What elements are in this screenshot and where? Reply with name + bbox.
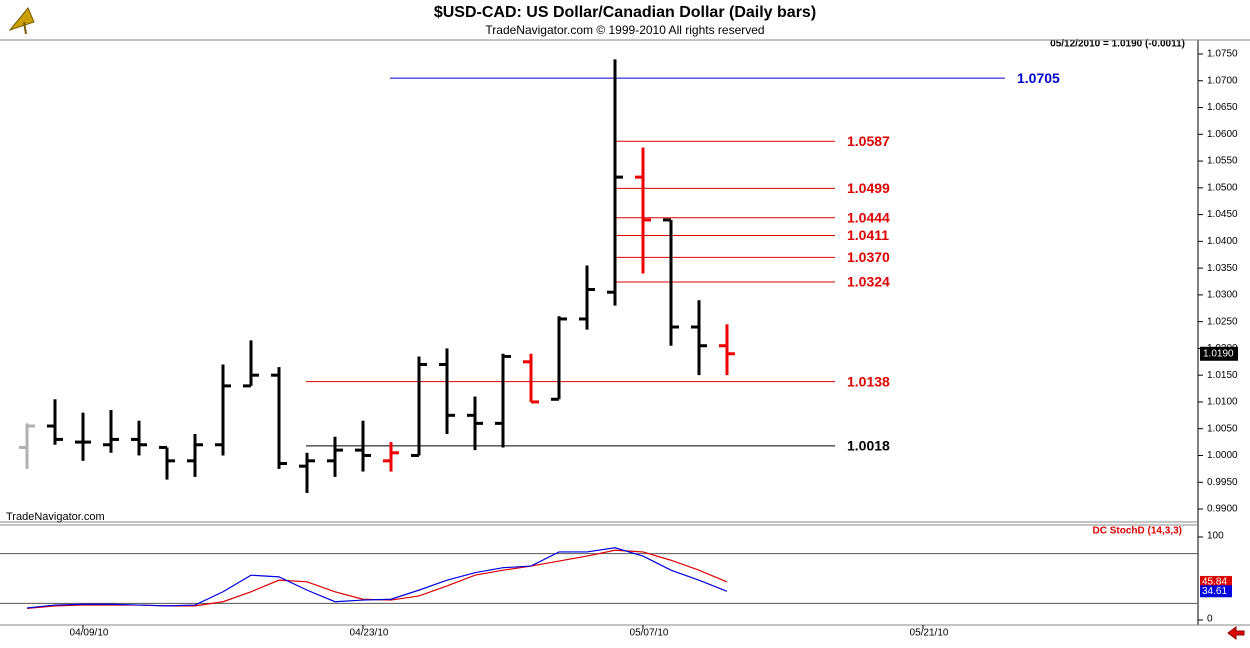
y-tick-label: 100 <box>1207 531 1224 542</box>
y-tick-label: 1.0450 <box>1207 209 1238 220</box>
y-tick-label: 1.0600 <box>1207 129 1238 140</box>
y-tick-label: 1.0550 <box>1207 156 1238 167</box>
y-tick-label: 1.0050 <box>1207 423 1238 434</box>
last-price-label: 1.0190 <box>1203 348 1234 359</box>
indicator-title: DC StochD (14,3,3) <box>1093 526 1182 537</box>
y-tick-label: 1.0400 <box>1207 236 1238 247</box>
y-tick-label: 1.0000 <box>1207 450 1238 461</box>
indicator-last-label: 34.61 <box>1202 586 1227 597</box>
indicator-line <box>26 547 728 609</box>
y-tick-label: 1.0350 <box>1207 263 1238 274</box>
y-tick-label: 0 <box>1207 614 1213 625</box>
indicator-last-box <box>1200 575 1232 588</box>
x-tick-label: 04/23/10 <box>350 628 389 639</box>
indicator-last-box <box>1200 585 1232 598</box>
indicator-last-label: 45.84 <box>1202 577 1227 588</box>
watermark: TradeNavigator.com <box>6 511 105 523</box>
chart-title: $USD-CAD: US Dollar/Canadian Dollar (Dai… <box>434 4 816 21</box>
chart-subtitle: TradeNavigator.com © 1999-2010 All right… <box>485 23 764 37</box>
x-tick-label: 05/21/10 <box>910 628 949 639</box>
y-tick-label: 1.0750 <box>1207 49 1238 60</box>
y-tick-label: 1.0700 <box>1207 75 1238 86</box>
x-tick-label: 05/07/10 <box>630 628 669 639</box>
x-tick-label: 04/09/10 <box>70 628 109 639</box>
y-tick-label: 1.0650 <box>1207 102 1238 113</box>
level-label: 1.0324 <box>847 274 890 290</box>
level-label: 1.0587 <box>847 133 890 149</box>
y-tick-label: 1.0500 <box>1207 182 1238 193</box>
scroll-arrow[interactable] <box>1227 626 1245 640</box>
y-tick-label: 0.9950 <box>1207 477 1238 488</box>
level-label: 1.0138 <box>847 373 890 389</box>
last-price-box <box>1200 346 1238 361</box>
logo <box>8 7 35 35</box>
level-label: 1.0499 <box>847 180 890 196</box>
y-tick-label: 1.0100 <box>1207 397 1238 408</box>
y-tick-label: 0.9900 <box>1207 504 1238 515</box>
level-label: 1.0411 <box>847 227 889 243</box>
level-label: 1.0705 <box>1017 70 1060 86</box>
level-label: 1.0018 <box>847 438 890 454</box>
quote: 05/12/2010 = 1.0190 (-0.0011) <box>1050 39 1185 50</box>
y-tick-label: 1.0150 <box>1207 370 1238 381</box>
level-label: 1.0444 <box>847 210 890 226</box>
level-label: 1.0370 <box>847 249 890 265</box>
y-tick-label: 1.0250 <box>1207 316 1238 327</box>
y-tick-label: 1.0300 <box>1207 290 1238 301</box>
